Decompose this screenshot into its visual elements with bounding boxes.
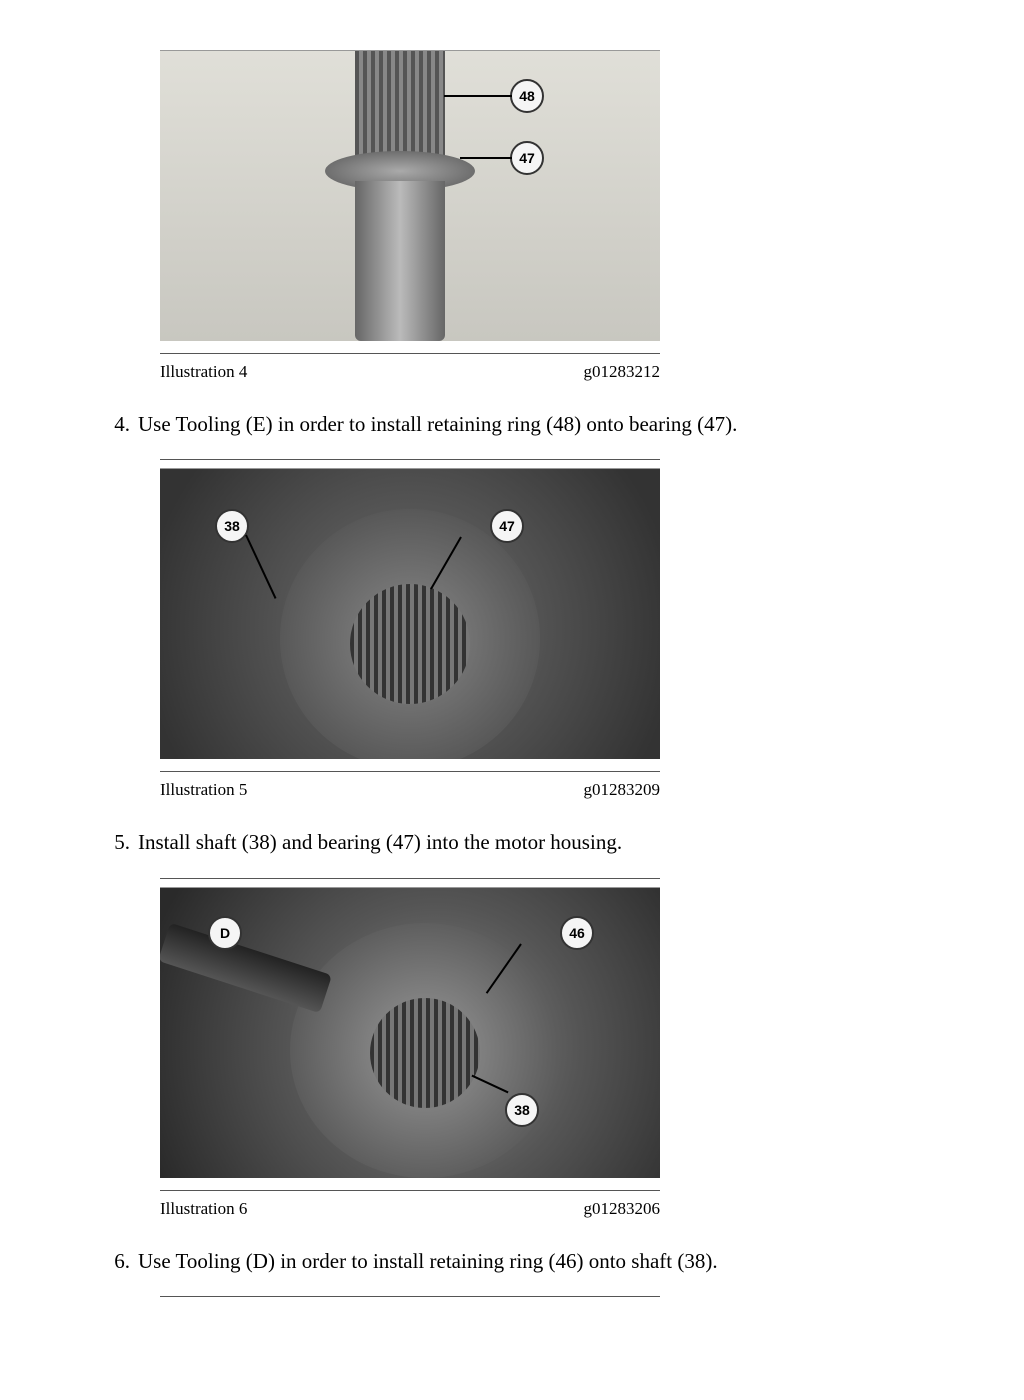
caption-row-6: Illustration 6 g01283206 [160, 1199, 660, 1219]
step-body: Use Tooling (D) in order to install reta… [138, 1247, 924, 1276]
figure-block-5: 38 47 Illustration 5 g01283209 [160, 459, 660, 800]
callout-label: 47 [519, 150, 535, 166]
figure-block-4: 48 47 Illustration 4 g01283212 [160, 50, 660, 382]
page-container: 48 47 Illustration 4 g01283212 4. Use To… [0, 0, 1024, 1355]
figure-rule-top [160, 878, 660, 879]
illustration-id: g01283209 [584, 780, 661, 800]
step-number: 6. [100, 1247, 130, 1276]
figure-rule [160, 1296, 660, 1297]
figure-rule [160, 1190, 660, 1191]
figure-rule [160, 353, 660, 354]
step-body: Install shaft (38) and bearing (47) into… [138, 828, 924, 857]
trailing-rule [160, 1296, 660, 1297]
illustration-label: Illustration 4 [160, 362, 247, 382]
callout-48: 48 [510, 79, 544, 113]
illustration-4-image: 48 47 [160, 50, 660, 341]
callout-47: 47 [510, 141, 544, 175]
callout-label: 47 [499, 518, 515, 534]
step-5: 5. Install shaft (38) and bearing (47) i… [100, 828, 924, 857]
illustration-5-image: 38 47 [160, 468, 660, 759]
callout-47: 47 [490, 509, 524, 543]
illustration-6-image: D 46 38 [160, 887, 660, 1178]
step-4: 4. Use Tooling (E) in order to install r… [100, 410, 924, 439]
callout-38: 38 [505, 1093, 539, 1127]
step-body: Use Tooling (E) in order to install reta… [138, 410, 924, 439]
callout-38: 38 [215, 509, 249, 543]
callout-label: D [220, 925, 230, 941]
illustration-label: Illustration 6 [160, 1199, 247, 1219]
callout-label: 48 [519, 88, 535, 104]
figure-rule [160, 771, 660, 772]
illustration-label: Illustration 5 [160, 780, 247, 800]
step-number: 4. [100, 410, 130, 439]
caption-row-5: Illustration 5 g01283209 [160, 780, 660, 800]
callout-D: D [208, 916, 242, 950]
illustration-id: g01283212 [584, 362, 661, 382]
step-number: 5. [100, 828, 130, 857]
caption-row-4: Illustration 4 g01283212 [160, 362, 660, 382]
callout-label: 38 [514, 1102, 530, 1118]
callout-label: 38 [224, 518, 240, 534]
illustration-id: g01283206 [584, 1199, 661, 1219]
callout-label: 46 [569, 925, 585, 941]
step-6: 6. Use Tooling (D) in order to install r… [100, 1247, 924, 1276]
callout-46: 46 [560, 916, 594, 950]
figure-block-6: D 46 38 Illustration 6 g01283206 [160, 878, 660, 1219]
figure-rule-top [160, 459, 660, 460]
